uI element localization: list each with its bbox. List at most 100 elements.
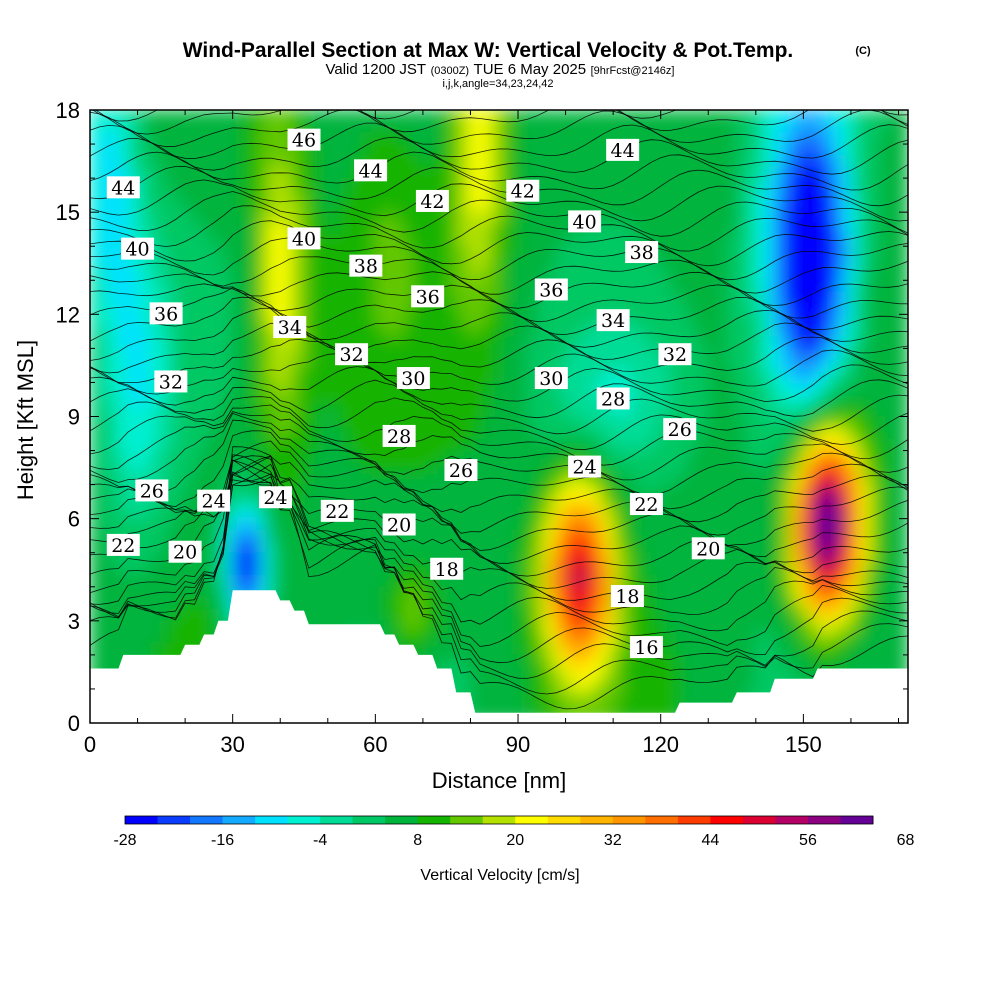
velocity-cell: [260, 438, 272, 452]
velocity-cell: [403, 506, 414, 520]
velocity-cell: [888, 132, 899, 145]
velocity-cell: [707, 461, 719, 474]
velocity-cell: [774, 552, 785, 565]
velocity-cell: [812, 586, 823, 599]
velocity-cell: [469, 540, 481, 554]
velocity-cell: [99, 257, 110, 270]
velocity-cell: [469, 143, 481, 156]
velocity-cell: [897, 370, 908, 383]
velocity-cell: [622, 325, 633, 338]
velocity-cell: [755, 245, 766, 259]
velocity-cell: [698, 631, 709, 645]
velocity-cell: [745, 427, 757, 440]
velocity-cell: [450, 608, 462, 622]
velocity-cell: [469, 200, 481, 213]
velocity-cell: [850, 495, 861, 508]
velocity-cell: [764, 450, 776, 463]
velocity-cell: [156, 154, 167, 168]
velocity-cell: [184, 518, 196, 531]
velocity-cell: [118, 166, 129, 179]
velocity-cell: [137, 347, 148, 361]
velocity-cell: [251, 177, 262, 190]
velocity-cell: [146, 506, 158, 520]
velocity-cell: [565, 506, 576, 520]
velocity-cell: [688, 279, 700, 293]
velocity-cell: [546, 325, 557, 338]
velocity-cell: [555, 529, 567, 542]
velocity-cell: [717, 211, 728, 225]
velocity-cell: [574, 643, 586, 656]
velocity-cell: [346, 279, 357, 293]
velocity-cell: [184, 177, 196, 190]
velocity-cell: [631, 302, 643, 315]
velocity-cell: [118, 291, 129, 304]
velocity-cell: [555, 608, 567, 622]
velocity-cell: [888, 211, 899, 225]
velocity-cell: [317, 166, 329, 179]
velocity-cell: [802, 472, 814, 486]
velocity-cell: [840, 643, 852, 656]
velocity-cell: [840, 302, 852, 315]
velocity-cell: [793, 177, 804, 190]
velocity-cell: [137, 608, 148, 622]
velocity-cell: [108, 643, 120, 656]
velocity-cell: [717, 302, 728, 315]
velocity-cell: [289, 110, 300, 122]
velocity-cell: [165, 359, 177, 372]
velocity-cell: [888, 313, 899, 327]
velocity-cell: [793, 665, 804, 679]
velocity-cell: [203, 188, 215, 202]
velocity-cell: [736, 450, 747, 463]
velocity-cell: [279, 586, 291, 599]
velocity-cell: [717, 518, 728, 531]
velocity-cell: [726, 495, 738, 508]
velocity-cell: [403, 325, 414, 338]
velocity-cell: [717, 325, 728, 338]
theta-contour-line: [90, 463, 908, 647]
velocity-cell: [108, 518, 120, 531]
velocity-cell: [707, 393, 719, 406]
velocity-cell: [821, 393, 833, 406]
velocity-cell: [346, 200, 357, 213]
velocity-cell: [764, 506, 776, 520]
velocity-cell: [146, 518, 158, 531]
velocity-cell: [717, 188, 728, 202]
velocity-cell: [469, 393, 481, 406]
velocity-cell: [508, 211, 519, 225]
velocity-cell: [203, 529, 215, 542]
velocity-cell: [736, 325, 747, 338]
velocity-cell: [840, 393, 852, 406]
velocity-cell: [698, 313, 709, 327]
velocity-cell: [203, 450, 215, 463]
velocity-cell: [802, 654, 814, 667]
velocity-cell: [726, 359, 738, 372]
velocity-cell: [175, 631, 186, 645]
velocity-cell: [897, 518, 908, 531]
velocity-cell: [108, 200, 120, 213]
velocity-cell: [650, 654, 662, 667]
velocity-cell: [669, 336, 681, 349]
velocity-cell: [108, 563, 120, 576]
velocity-cell: [707, 257, 719, 270]
velocity-cell: [660, 268, 671, 281]
velocity-cell: [764, 325, 776, 338]
velocity-cell: [251, 472, 262, 486]
velocity-cell: [194, 154, 205, 168]
velocity-cell: [726, 540, 738, 554]
velocity-cell: [118, 143, 129, 156]
velocity-cell: [469, 654, 481, 667]
velocity-cell: [412, 608, 424, 622]
velocity-cell: [783, 495, 795, 508]
velocity-cell: [118, 552, 129, 565]
velocity-cell: [194, 110, 205, 122]
velocity-cell: [584, 347, 595, 361]
velocity-cell: [859, 631, 871, 645]
velocity-cell: [260, 370, 272, 383]
velocity-cell: [374, 427, 386, 440]
velocity-cell: [374, 143, 386, 156]
velocity-cell: [755, 223, 766, 236]
velocity-cell: [755, 461, 766, 474]
velocity-cell: [669, 211, 681, 225]
velocity-cell: [565, 574, 576, 588]
velocity-cell: [384, 325, 395, 338]
